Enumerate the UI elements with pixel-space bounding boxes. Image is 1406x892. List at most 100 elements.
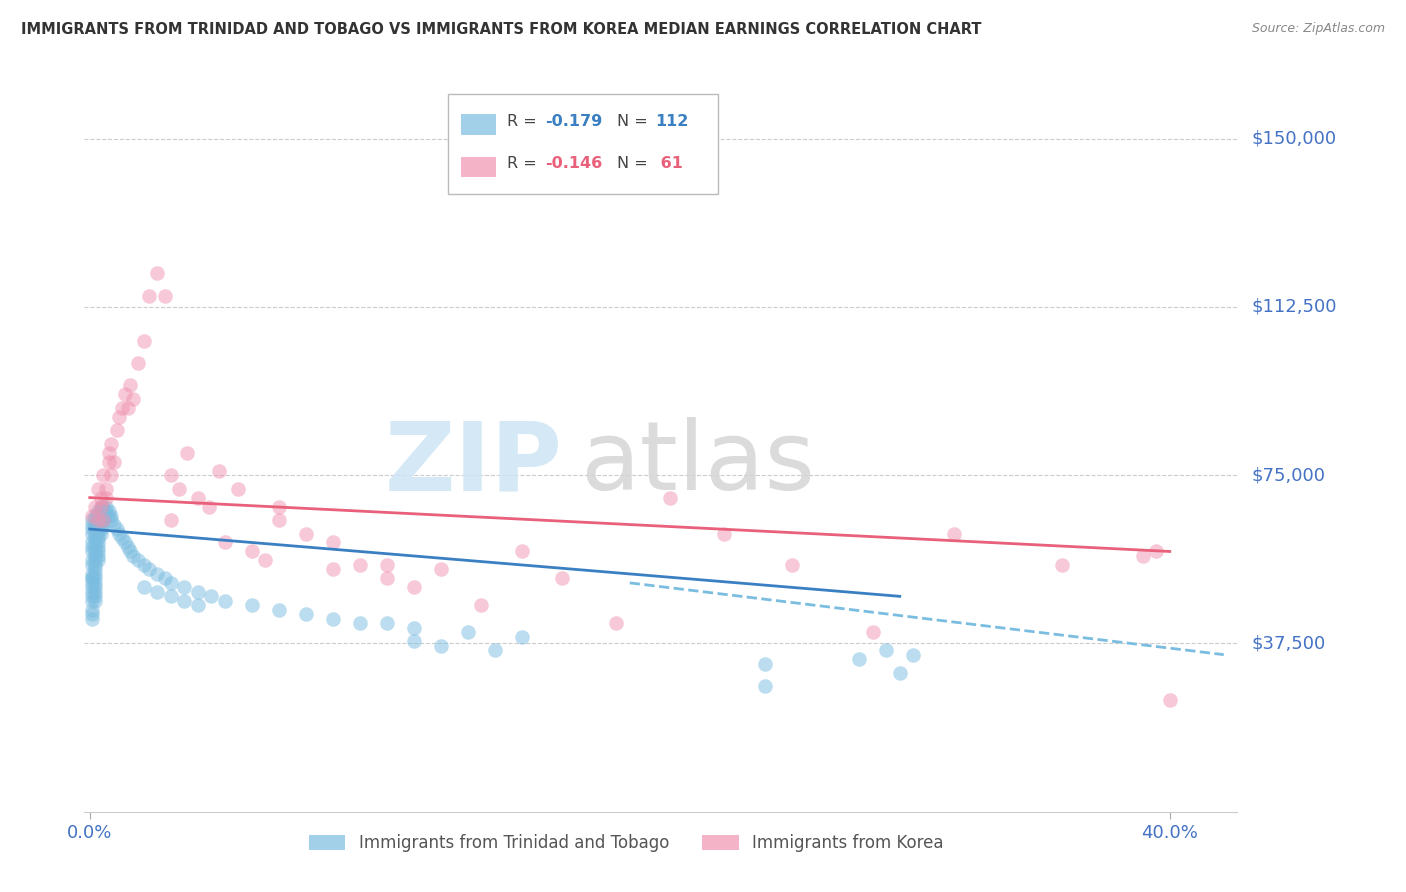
Point xyxy=(84,580,107,594)
Text: N =: N = xyxy=(617,114,652,129)
Point xyxy=(91,500,114,514)
Point xyxy=(105,423,128,437)
Text: $150,000: $150,000 xyxy=(1251,129,1336,148)
Point xyxy=(91,508,114,523)
Text: 61: 61 xyxy=(655,156,683,171)
Point xyxy=(173,580,195,594)
Point xyxy=(87,522,110,536)
Point xyxy=(82,603,104,617)
Point xyxy=(90,517,112,532)
Point xyxy=(84,535,107,549)
Point xyxy=(87,513,110,527)
Point xyxy=(159,575,181,590)
Point xyxy=(82,580,104,594)
Point xyxy=(200,590,222,604)
Point xyxy=(82,558,104,572)
Point xyxy=(87,504,110,518)
Point xyxy=(187,585,209,599)
FancyBboxPatch shape xyxy=(447,94,718,194)
Point xyxy=(551,571,574,585)
Point xyxy=(114,535,136,549)
Text: R =: R = xyxy=(508,156,543,171)
Point xyxy=(132,580,155,594)
Point xyxy=(90,522,112,536)
Point xyxy=(87,553,110,567)
Point xyxy=(375,616,398,631)
Point xyxy=(402,580,425,594)
Point xyxy=(82,571,104,585)
Point xyxy=(97,504,120,518)
Point xyxy=(103,455,125,469)
Point xyxy=(87,531,110,545)
Point xyxy=(659,491,682,505)
Point xyxy=(322,562,344,576)
Point xyxy=(105,522,128,536)
Point xyxy=(84,553,107,567)
Text: $75,000: $75,000 xyxy=(1251,467,1326,484)
Point xyxy=(82,571,104,585)
Text: R =: R = xyxy=(508,114,543,129)
Point xyxy=(84,590,107,604)
Point xyxy=(87,535,110,549)
Point xyxy=(94,508,117,523)
Point xyxy=(111,401,134,415)
Text: -0.179: -0.179 xyxy=(546,114,603,129)
Point xyxy=(100,437,122,451)
Point xyxy=(87,526,110,541)
Text: Source: ZipAtlas.com: Source: ZipAtlas.com xyxy=(1251,22,1385,36)
Point xyxy=(875,643,897,657)
Point xyxy=(87,517,110,532)
Text: $112,500: $112,500 xyxy=(1251,298,1337,316)
Bar xyxy=(461,114,496,135)
Point xyxy=(94,504,117,518)
Point xyxy=(100,508,122,523)
Point xyxy=(82,535,104,549)
Point xyxy=(155,289,177,303)
Point xyxy=(240,544,263,558)
Point xyxy=(322,612,344,626)
Point xyxy=(402,634,425,648)
Point xyxy=(127,356,149,370)
Point xyxy=(82,590,104,604)
Point xyxy=(155,571,177,585)
Point xyxy=(1132,549,1154,563)
Point xyxy=(159,513,181,527)
Point xyxy=(862,625,884,640)
Point xyxy=(82,544,104,558)
Text: ZIP: ZIP xyxy=(385,417,562,510)
Point xyxy=(127,553,149,567)
Point xyxy=(87,549,110,563)
Text: atlas: atlas xyxy=(581,417,815,510)
Point xyxy=(84,508,107,523)
Point xyxy=(82,540,104,554)
Point xyxy=(84,517,107,532)
Point xyxy=(84,549,107,563)
Point xyxy=(100,513,122,527)
Point xyxy=(349,558,371,572)
Point xyxy=(84,522,107,536)
Point xyxy=(470,599,492,613)
Point xyxy=(208,464,231,478)
Point xyxy=(1050,558,1073,572)
Point xyxy=(713,526,735,541)
Point xyxy=(173,594,195,608)
Point xyxy=(84,566,107,581)
Bar xyxy=(461,156,496,178)
Point xyxy=(84,585,107,599)
Point xyxy=(484,643,506,657)
Text: IMMIGRANTS FROM TRINIDAD AND TOBAGO VS IMMIGRANTS FROM KOREA MEDIAN EARNINGS COR: IMMIGRANTS FROM TRINIDAD AND TOBAGO VS I… xyxy=(21,22,981,37)
Point xyxy=(90,526,112,541)
Point xyxy=(138,289,160,303)
Point xyxy=(1159,692,1181,706)
Text: N =: N = xyxy=(617,156,652,171)
Point xyxy=(87,544,110,558)
Point xyxy=(117,540,139,554)
Point xyxy=(176,446,198,460)
Point xyxy=(754,657,776,671)
Point xyxy=(167,482,190,496)
Point xyxy=(146,585,169,599)
Point xyxy=(197,500,219,514)
Point xyxy=(429,639,451,653)
Point xyxy=(848,652,870,666)
Point xyxy=(187,599,209,613)
